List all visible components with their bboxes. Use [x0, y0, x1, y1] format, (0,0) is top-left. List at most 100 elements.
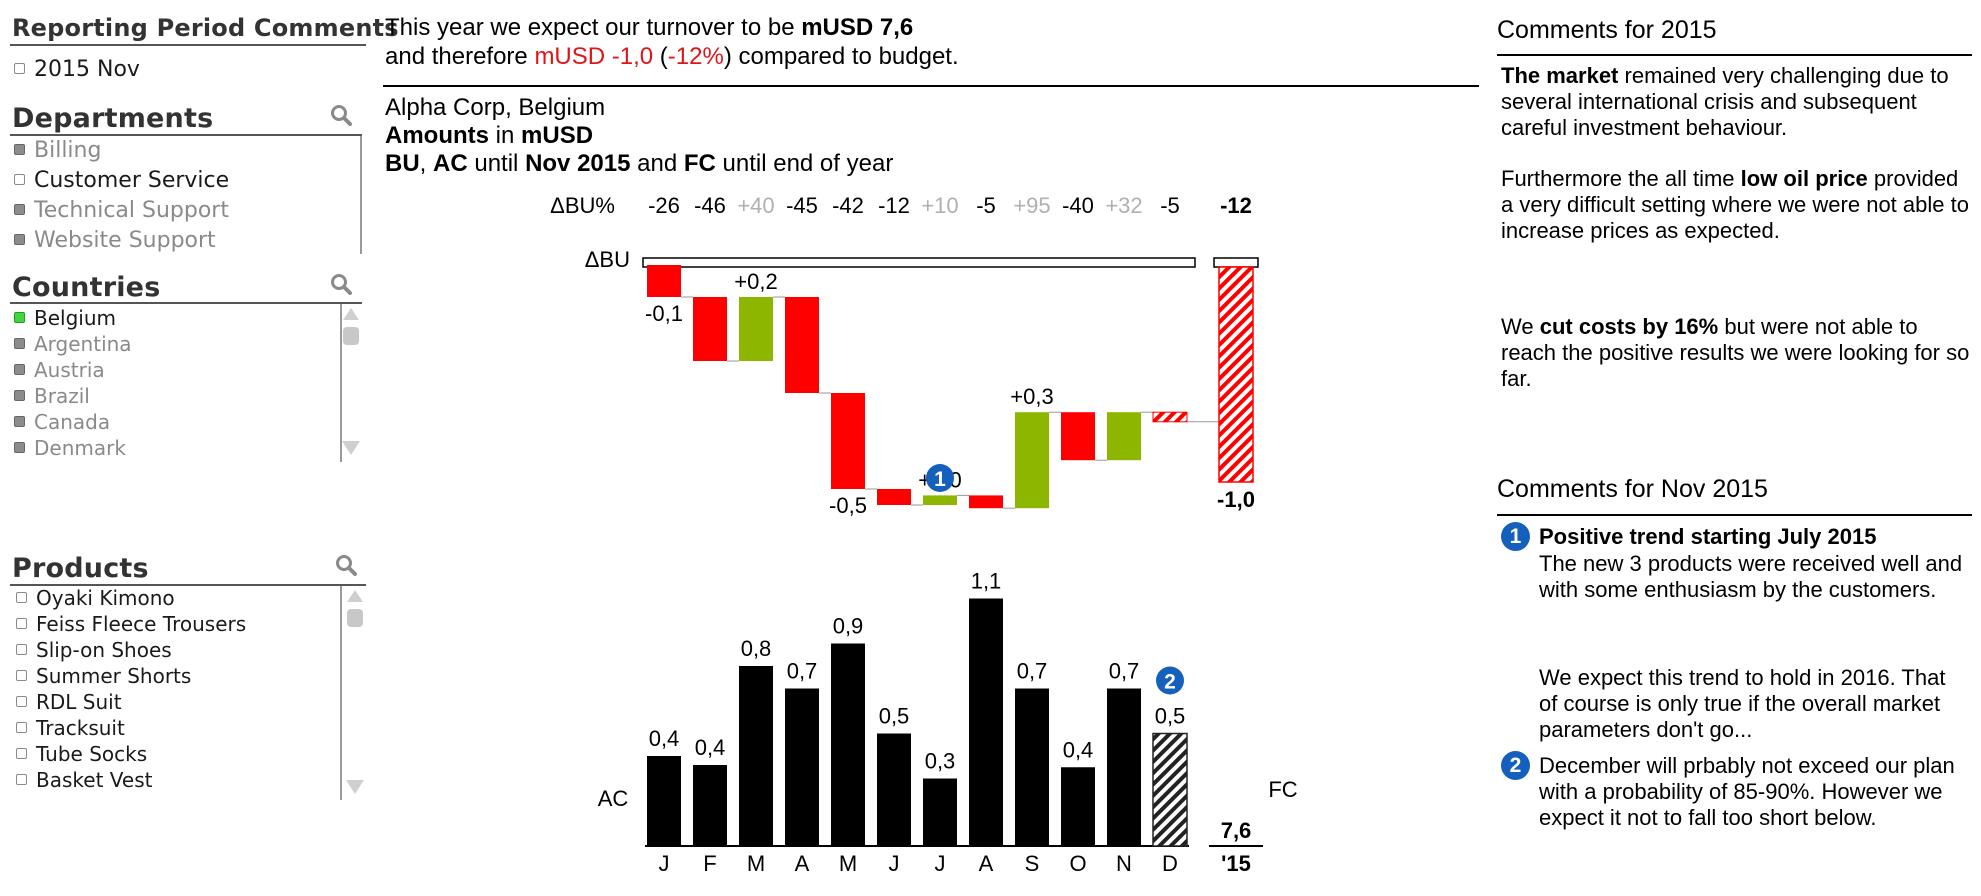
checkbox[interactable]: [14, 62, 25, 74]
reporting-item[interactable]: 2015 Nov: [14, 57, 140, 82]
department-item[interactable]: Customer Service: [14, 168, 229, 193]
product-item-label: Slip-on Shoes: [36, 638, 172, 662]
checkbox[interactable]: [14, 312, 25, 323]
checkbox[interactable]: [16, 748, 27, 759]
product-item[interactable]: RDL Suit: [16, 690, 122, 714]
report-text: and: [630, 150, 684, 177]
product-item-label: Tracksuit: [36, 716, 125, 740]
checkbox[interactable]: [14, 233, 25, 245]
product-item[interactable]: Basket Vest: [16, 768, 152, 792]
total-year-label: '15: [1221, 851, 1251, 876]
department-item[interactable]: Billing: [14, 138, 101, 163]
product-item[interactable]: Tube Socks: [16, 742, 147, 766]
report-scenario: BU, AC until Nov 2015 and FC until end o…: [385, 150, 893, 178]
month-label: J: [889, 851, 900, 876]
countries-list[interactable]: Belgium Argentina Austria Brazil Canada …: [10, 304, 342, 462]
month-label: J: [935, 851, 946, 876]
report-amounts: Amounts in mUSD: [385, 122, 593, 150]
comment-emphasis: The market: [1501, 63, 1619, 88]
divider: [10, 134, 362, 136]
waterfall-total-label: -1,0: [1217, 487, 1255, 512]
actual-bar: [647, 756, 681, 846]
delta-pct-total: -12: [1220, 193, 1252, 218]
scrollbar-thumb[interactable]: [343, 327, 359, 345]
scroll-up-arrow[interactable]: [343, 308, 359, 320]
product-item-label: Oyaki Kimono: [36, 586, 175, 610]
product-item-label: Feiss Fleece Trousers: [36, 612, 247, 636]
month-label: A: [979, 851, 994, 876]
note-marker-1-label: 1: [934, 468, 946, 491]
country-item[interactable]: Austria: [14, 358, 105, 382]
headline-text: (: [653, 43, 668, 70]
delta-pct-value: +95: [1013, 193, 1050, 218]
note-1-text-2: We expect this trend to hold in 2016. Th…: [1539, 665, 1946, 742]
checkbox[interactable]: [14, 203, 25, 215]
checkbox[interactable]: [14, 416, 25, 427]
waterfall-bar: [1061, 412, 1095, 461]
country-item[interactable]: Brazil: [14, 384, 90, 408]
month-label: M: [839, 851, 857, 876]
scroll-up-arrow[interactable]: [347, 590, 363, 602]
headline-text: and therefore: [385, 43, 535, 70]
divider: [383, 85, 1479, 87]
search-icon[interactable]: [335, 554, 357, 576]
report-text: FC: [683, 150, 716, 177]
product-item[interactable]: Feiss Fleece Trousers: [16, 612, 246, 636]
comment-paragraph: Furthermore the all time low oil price p…: [1501, 166, 1971, 244]
waterfall-bar: [1107, 412, 1141, 461]
product-item[interactable]: Oyaki Kimono: [16, 586, 175, 610]
checkbox[interactable]: [16, 644, 27, 655]
delta-pct-value: -5: [976, 193, 996, 218]
country-item[interactable]: Argentina: [14, 332, 132, 356]
checkbox[interactable]: [16, 670, 27, 681]
product-item-label: Basket Vest: [36, 768, 153, 792]
departments-list[interactable]: Billing Customer Service Technical Suppo…: [10, 136, 362, 254]
actual-bar-value: 0,5: [879, 704, 910, 729]
waterfall-bar: [831, 393, 865, 489]
report-company: Alpha Corp, Belgium: [385, 94, 606, 121]
waterfall-baseline: [642, 257, 1196, 268]
actual-bar: [785, 688, 819, 846]
note-marker-1: [926, 464, 954, 492]
actual-bar: [1015, 688, 1049, 846]
checkbox[interactable]: [16, 722, 27, 733]
checkbox[interactable]: [14, 338, 25, 349]
report-text: AC: [433, 150, 468, 177]
checkbox[interactable]: [16, 618, 27, 629]
checkbox[interactable]: [14, 173, 25, 185]
country-item[interactable]: Denmark: [14, 436, 126, 460]
department-item[interactable]: Technical Support: [14, 198, 229, 223]
checkbox[interactable]: [14, 364, 25, 375]
report-text: until end of year: [715, 150, 894, 177]
search-icon[interactable]: [330, 273, 352, 295]
fc-label: FC: [1268, 777, 1297, 802]
waterfall-value-label: -0,5: [829, 493, 867, 518]
checkbox[interactable]: [16, 696, 27, 707]
department-item-label: Technical Support: [34, 198, 229, 223]
checkbox[interactable]: [14, 143, 25, 155]
note-marker-2-label: 2: [1164, 671, 1176, 694]
scroll-down-arrow[interactable]: [342, 441, 360, 455]
month-label: M: [747, 851, 765, 876]
country-item[interactable]: Canada: [14, 410, 110, 434]
products-list[interactable]: Oyaki Kimono Feiss Fleece Trousers Slip-…: [10, 586, 342, 800]
headline-delta-pct: -12%: [667, 43, 724, 70]
checkbox[interactable]: [14, 442, 25, 453]
scrollbar-thumb[interactable]: [347, 609, 363, 627]
product-item[interactable]: Summer Shorts: [16, 664, 191, 688]
country-item-label: Argentina: [34, 332, 132, 356]
search-icon[interactable]: [330, 104, 352, 126]
scroll-down-arrow[interactable]: [346, 780, 364, 794]
checkbox[interactable]: [14, 390, 25, 401]
waterfall-value-label: -0,1: [645, 301, 683, 326]
checkbox[interactable]: [16, 592, 27, 603]
delta-pct-value: -5: [1160, 193, 1180, 218]
checkbox[interactable]: [16, 774, 27, 785]
comment-emphasis: cut costs by 16%: [1539, 314, 1719, 339]
department-item[interactable]: Website Support: [14, 228, 216, 253]
country-item[interactable]: Belgium: [14, 306, 116, 330]
product-item[interactable]: Slip-on Shoes: [16, 638, 172, 662]
country-item-label: Canada: [34, 410, 111, 434]
product-item[interactable]: Tracksuit: [16, 716, 125, 740]
